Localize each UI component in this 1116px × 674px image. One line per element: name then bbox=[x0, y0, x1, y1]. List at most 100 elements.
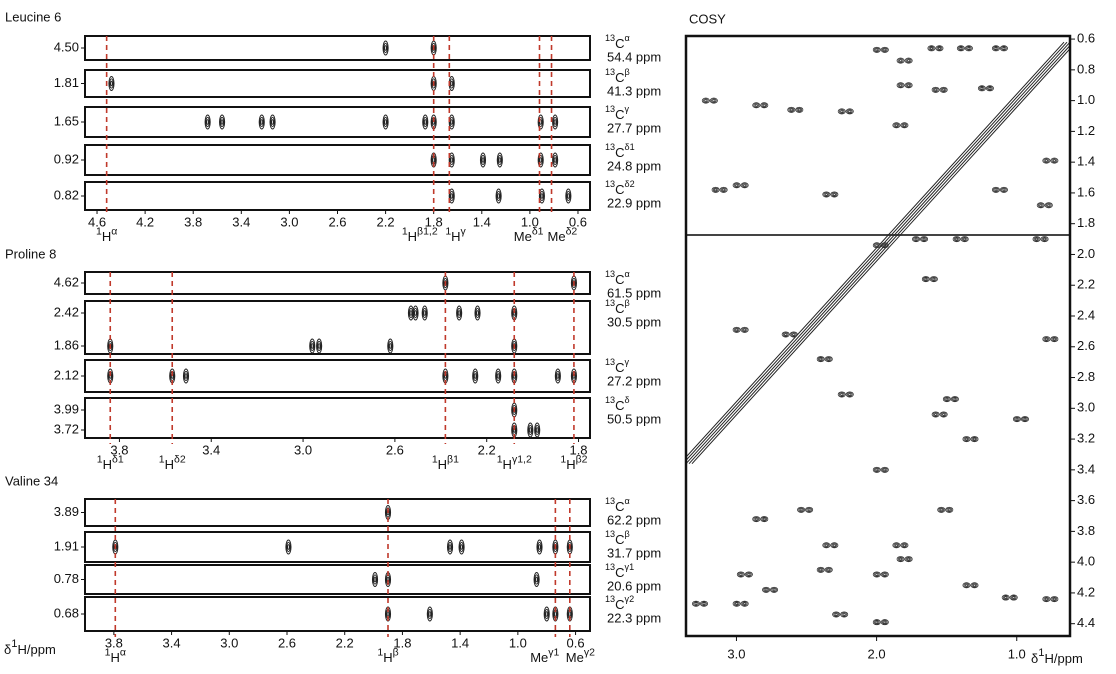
carbon-shift: 30.5 ppm bbox=[607, 314, 661, 329]
strip-box bbox=[84, 564, 591, 595]
carbon-label-part: C bbox=[615, 565, 624, 580]
assignment-label-part: 1 bbox=[445, 225, 451, 237]
cosy-peak bbox=[1042, 336, 1059, 343]
contour-peak bbox=[448, 152, 455, 168]
carbon-label-part: 13 bbox=[605, 143, 615, 153]
assignment-label-part: Me bbox=[548, 229, 566, 244]
carbon-shift: 61.5 ppm bbox=[607, 285, 661, 300]
assignment-label: 1Hβ bbox=[377, 646, 398, 665]
carbon-label-part: 13 bbox=[605, 358, 615, 368]
cosy-peak bbox=[956, 45, 973, 52]
x-axis-label: δ1H/ppm bbox=[1031, 647, 1083, 667]
cosy-title: COSY bbox=[689, 11, 726, 26]
carbon-label-part: 13 bbox=[605, 396, 615, 406]
carbon-label-part: γ bbox=[625, 105, 630, 115]
y-tick-label: 2.6 bbox=[1077, 338, 1095, 353]
carbon-label-part: γ bbox=[625, 358, 630, 368]
contour-peak bbox=[448, 188, 455, 204]
strip-box bbox=[84, 69, 591, 98]
cosy-peak bbox=[931, 411, 948, 418]
cosy-peak bbox=[896, 57, 913, 64]
x-tick-label: 2.2 bbox=[478, 442, 496, 457]
cosy-peak bbox=[1001, 594, 1018, 601]
strip-y-label: 0.68 bbox=[54, 605, 79, 620]
x-tick-label: 2.6 bbox=[278, 635, 296, 650]
carbon-shift: 27.2 ppm bbox=[607, 373, 661, 388]
cosy-peak bbox=[781, 331, 798, 338]
cosy-peak bbox=[711, 186, 728, 193]
x-tick-label: 1.0 bbox=[521, 214, 539, 229]
diagonal bbox=[686, 41, 1068, 462]
x-tick-label: 1.4 bbox=[473, 214, 491, 229]
assignment-label-part: H bbox=[451, 229, 460, 244]
carbon-label-part: C bbox=[615, 36, 624, 51]
y-tick-label: 4.0 bbox=[1077, 554, 1095, 569]
strip-y-label: 4.62 bbox=[54, 274, 79, 289]
assignment-label-part: 1 bbox=[377, 646, 383, 658]
assignment-label-part: H bbox=[103, 457, 112, 472]
cosy-peak bbox=[701, 97, 718, 104]
diagonal bbox=[686, 41, 1070, 465]
carbon-label: 13Cβ bbox=[605, 68, 630, 86]
carbon-label: 13Cα bbox=[605, 34, 630, 52]
y-tick-label: 2.4 bbox=[1077, 307, 1095, 322]
contour-peak bbox=[421, 305, 428, 321]
x-tick-label: 3.8 bbox=[184, 214, 202, 229]
contour-peak bbox=[458, 539, 465, 555]
assignment-label-part: H bbox=[102, 229, 111, 244]
cosy-peak bbox=[872, 46, 889, 53]
x-tick-label: 2.2 bbox=[377, 214, 395, 229]
carbon-label-part: C bbox=[615, 145, 624, 160]
y-tick-label: 2.2 bbox=[1077, 277, 1095, 292]
y-tick-label: 2.8 bbox=[1077, 369, 1095, 384]
assignment-label-part: 1 bbox=[497, 453, 503, 465]
cosy-peak bbox=[872, 466, 889, 473]
contour-peak bbox=[382, 114, 389, 130]
carbon-label-part: C bbox=[615, 532, 624, 547]
assignment-label-part: Me bbox=[514, 229, 532, 244]
x-axis-label: δ1H/ppm bbox=[4, 638, 56, 658]
carbon-label: 13Cγ2 bbox=[605, 595, 634, 613]
contour-peak bbox=[446, 539, 454, 555]
contour-peak bbox=[533, 572, 540, 587]
x-tick-label: 2.6 bbox=[386, 442, 404, 457]
cosy-peak bbox=[822, 191, 839, 198]
cosy-peak bbox=[892, 122, 909, 129]
strip-y-label: 1.91 bbox=[54, 538, 79, 553]
x-axis-label-part: H/ppm bbox=[1044, 651, 1082, 666]
contour-peak bbox=[412, 305, 419, 321]
y-tick-label: 1.2 bbox=[1077, 123, 1095, 138]
carbon-label-part: 13 bbox=[605, 180, 615, 190]
x-tick-label: 3.0 bbox=[294, 442, 312, 457]
x-tick-label: 3.4 bbox=[232, 214, 250, 229]
contour-peak bbox=[538, 188, 545, 204]
assignment-label-part: Me bbox=[566, 650, 584, 665]
x-tick-label: 1.8 bbox=[393, 635, 411, 650]
carbon-label: 13Cγ bbox=[605, 358, 630, 376]
strip-box bbox=[84, 397, 591, 439]
x-tick-label: 3.4 bbox=[163, 635, 181, 650]
carbon-label: 13Cγ1 bbox=[605, 563, 634, 581]
cosy-peak bbox=[797, 506, 814, 513]
cosy-peak bbox=[816, 566, 833, 573]
x-tick-label: 3.0 bbox=[280, 214, 298, 229]
assignment-label-part: H bbox=[383, 650, 392, 665]
assignment-label: 1Hα bbox=[105, 646, 126, 665]
contour-peak bbox=[552, 114, 559, 130]
x-tick-label: 1.8 bbox=[569, 442, 587, 457]
y-tick-label: 0.6 bbox=[1077, 31, 1095, 46]
carbon-label-part: α bbox=[625, 34, 630, 44]
cosy-peak bbox=[692, 600, 709, 607]
strip-y-label: 3.99 bbox=[54, 401, 79, 416]
carbon-label-part: 13 bbox=[605, 497, 615, 507]
cosy-peak bbox=[732, 600, 749, 607]
assignment-label-part: 1 bbox=[97, 453, 103, 465]
cosy-peak bbox=[1032, 236, 1049, 243]
carbon-label-part: α bbox=[625, 270, 630, 280]
cosy-peak bbox=[752, 102, 769, 109]
strip-box bbox=[84, 498, 591, 527]
cosy-peak bbox=[872, 242, 889, 249]
carbon-label-part: β bbox=[625, 68, 630, 78]
contour-peak bbox=[448, 114, 455, 130]
